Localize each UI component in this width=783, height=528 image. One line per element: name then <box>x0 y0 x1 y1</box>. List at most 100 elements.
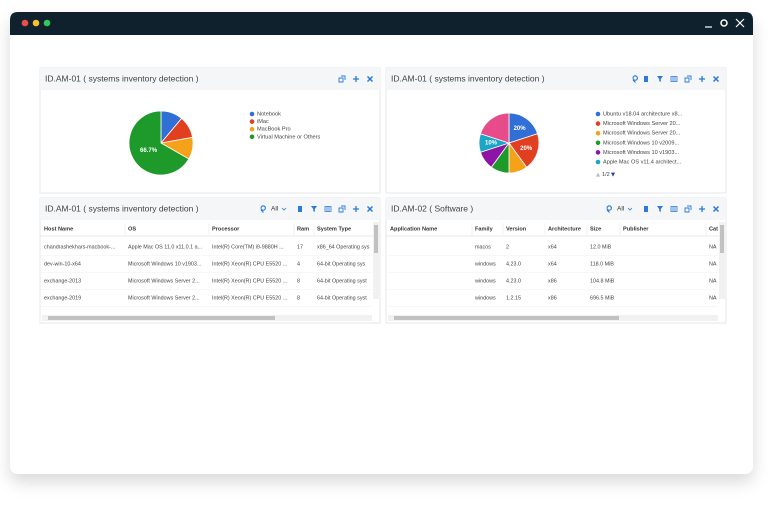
column-header[interactable]: Size <box>590 226 601 232</box>
table-cell: 64-bit Operating sys <box>317 261 366 267</box>
v-scroll-thumb[interactable] <box>374 225 378 253</box>
filter-icon[interactable] <box>657 206 663 212</box>
search-icon[interactable] <box>606 205 612 213</box>
move-icon[interactable] <box>353 76 359 82</box>
column-header[interactable]: Ram <box>297 226 309 232</box>
pie-slice[interactable] <box>508 133 540 168</box>
search-icon[interactable] <box>632 75 638 83</box>
legend-label[interactable]: Apple Mac OS v11.4 architect... <box>603 159 682 165</box>
popout-icon[interactable] <box>338 205 346 213</box>
min-dot[interactable] <box>32 19 40 27</box>
legend-swatch[interactable] <box>595 159 601 165</box>
legend-label[interactable]: Microsoft Windows Server 20... <box>603 121 681 127</box>
slice-label: 20% <box>520 146 533 152</box>
columns-icon[interactable] <box>324 206 332 212</box>
move-icon[interactable] <box>699 76 705 82</box>
legend-label[interactable]: MacBook Pro <box>257 127 291 133</box>
column-header[interactable]: System Type <box>317 226 351 232</box>
table-cell: NA <box>709 261 717 267</box>
widget-title: ID.AM-01 ( systems inventory detection ) <box>45 73 199 83</box>
popout-icon[interactable] <box>338 75 346 83</box>
max-dot[interactable] <box>43 19 51 27</box>
table-cell: 2 <box>506 244 509 250</box>
pie-slice[interactable] <box>479 112 510 144</box>
columns-icon[interactable] <box>670 206 678 212</box>
close-icon[interactable] <box>712 75 720 83</box>
legend-swatch[interactable] <box>595 140 601 146</box>
search-icon[interactable] <box>260 205 266 213</box>
filter-icon[interactable] <box>311 206 317 212</box>
column-header[interactable]: Publisher <box>623 226 649 232</box>
table-cell: windows <box>474 261 496 267</box>
table-cell: macos <box>475 244 491 250</box>
table-cell: Intel(R) Core(TM) i9-9880H ... <box>212 244 284 250</box>
table-cell: x64 <box>548 244 557 250</box>
pager-prev[interactable] <box>596 172 600 177</box>
legend-swatch[interactable] <box>595 111 601 117</box>
legend-swatch[interactable] <box>249 111 255 117</box>
legend-swatch[interactable] <box>595 121 601 126</box>
table-cell: 8 <box>297 295 300 301</box>
pager-next[interactable] <box>611 172 615 177</box>
legend-label[interactable]: Microsoft Windows 10 v1903... <box>603 150 680 156</box>
move-icon[interactable] <box>353 206 359 212</box>
table-cell: Microsoft Windows 10 v1903... <box>128 261 201 267</box>
table-cell: 104.8 MiB <box>590 278 615 284</box>
table-cell: 4 <box>297 261 300 267</box>
popout-icon[interactable] <box>684 205 692 213</box>
legend-label[interactable]: Virtual Machine or Others <box>257 134 321 140</box>
close-icon[interactable] <box>366 75 374 83</box>
close[interactable] <box>735 18 745 28</box>
slice-label: 66.7% <box>140 148 158 154</box>
v-scroll-track <box>719 222 725 299</box>
legend-swatch[interactable] <box>249 119 255 124</box>
table-cell: 64-bit Operating syst <box>317 278 367 284</box>
table-cell: Microsoft Windows Server 2... <box>128 295 200 301</box>
pie-slice[interactable] <box>508 112 539 144</box>
legend-label[interactable]: Ubuntu v18.04 architecture x8... <box>603 111 683 117</box>
h-scroll-thumb[interactable] <box>48 316 275 320</box>
export-icon[interactable] <box>644 206 648 212</box>
column-header[interactable]: Architecture <box>548 226 581 232</box>
column-header[interactable]: Cat <box>709 226 718 232</box>
table-cell: NA <box>709 295 717 301</box>
table-cell: Intel(R) Xeon(R) CPU E5520 ... <box>212 295 287 301</box>
legend-label[interactable]: Notebook <box>257 111 281 117</box>
pie-slice[interactable] <box>128 110 190 176</box>
column-header[interactable]: OS <box>128 226 136 232</box>
export-icon[interactable] <box>644 76 648 82</box>
legend-swatch[interactable] <box>249 134 255 140</box>
table-cell: 696.5 MiB <box>590 295 615 301</box>
close-dot[interactable] <box>21 19 29 27</box>
column-header[interactable]: Family <box>475 226 494 232</box>
column-header[interactable]: Processor <box>212 226 240 232</box>
table-cell: 118.0 MiB <box>590 261 614 267</box>
v-scroll-thumb[interactable] <box>720 225 724 253</box>
move-icon[interactable] <box>699 206 705 212</box>
h-scroll-thumb[interactable] <box>394 316 619 320</box>
filter-select[interactable]: All <box>271 206 279 213</box>
filter-select[interactable]: All <box>617 206 625 213</box>
column-header[interactable]: Application Name <box>390 226 437 232</box>
table-cell: windows <box>474 278 496 284</box>
column-header[interactable]: Version <box>506 226 527 232</box>
filter-icon[interactable] <box>657 76 663 82</box>
columns-icon[interactable] <box>670 76 678 82</box>
export-icon[interactable] <box>298 206 302 212</box>
close-icon[interactable] <box>366 205 374 213</box>
legend-label[interactable]: iMac <box>257 119 269 125</box>
legend-swatch[interactable] <box>595 130 601 136</box>
maximize[interactable] <box>720 19 728 27</box>
table-cell: chandrashekhars-macbook-... <box>44 244 115 250</box>
table-cell: windows <box>474 295 496 301</box>
column-header[interactable]: Host Name <box>44 226 73 232</box>
table-cell: x86 <box>548 295 557 301</box>
legend-label[interactable]: Microsoft Windows 10 v2009... <box>603 140 680 146</box>
legend-swatch[interactable] <box>595 150 601 155</box>
v-scroll-track <box>373 222 379 299</box>
legend-swatch[interactable] <box>249 126 255 132</box>
legend-label[interactable]: Microsoft Windows Server 20... <box>603 131 681 137</box>
popout-icon[interactable] <box>684 75 692 83</box>
table-cell: 17 <box>297 244 303 250</box>
close-icon[interactable] <box>712 205 720 213</box>
